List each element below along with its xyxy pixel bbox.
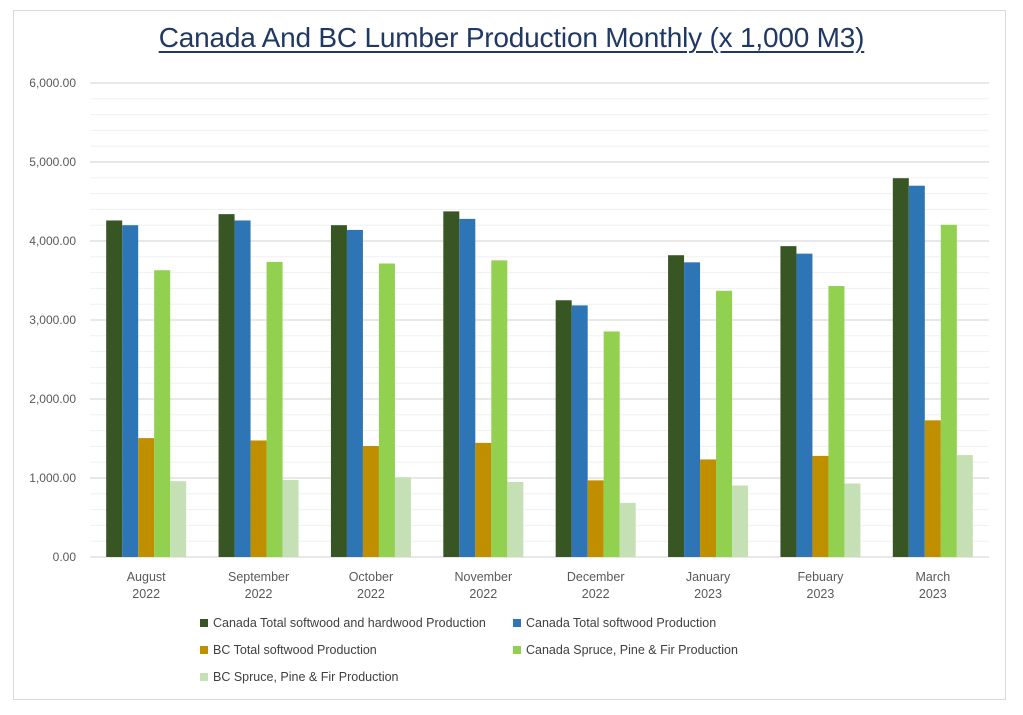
legend-label: Canada Total softwood and hardwood Produ… <box>213 616 486 630</box>
bar <box>828 286 845 557</box>
bar <box>619 502 636 557</box>
chart-title: Canada And BC Lumber Production Monthly … <box>158 22 865 53</box>
bar <box>571 305 588 557</box>
bar <box>170 481 187 557</box>
bar <box>684 262 701 557</box>
bar <box>812 455 829 557</box>
x-tick-label: January <box>686 570 731 584</box>
x-tick-label: 2023 <box>807 587 835 601</box>
bar <box>587 480 604 557</box>
legend-label: Canada Total softwood Production <box>526 616 717 630</box>
x-tick-label: 2023 <box>919 587 947 601</box>
x-tick-label: March <box>915 570 950 584</box>
y-tick-label: 5,000.00 <box>29 155 76 169</box>
bar <box>330 225 347 557</box>
bar <box>266 261 283 557</box>
legend-label: BC Total softwood Production <box>213 643 377 657</box>
x-tick-label: 2022 <box>469 587 497 601</box>
bar <box>362 446 379 557</box>
y-tick-label: 4,000.00 <box>29 234 76 248</box>
bar <box>844 483 861 557</box>
legend-label: Canada Spruce, Pine & Fir Production <box>526 643 738 657</box>
x-tick-label: 2022 <box>245 587 273 601</box>
legend-item: BC Spruce, Pine & Fir Production <box>200 670 399 684</box>
bar <box>700 459 717 557</box>
x-tick-label: 2022 <box>132 587 160 601</box>
bar <box>282 479 299 557</box>
y-tick-label: 6,000.00 <box>29 76 76 90</box>
bar <box>122 225 139 557</box>
legend-label: BC Spruce, Pine & Fir Production <box>213 670 399 684</box>
bar <box>443 211 460 557</box>
bar <box>394 477 411 557</box>
legend-item: Canada Total softwood and hardwood Produ… <box>200 616 486 630</box>
legend-item: Canada Spruce, Pine & Fir Production <box>513 643 738 657</box>
bar <box>940 224 957 557</box>
bar <box>154 270 171 557</box>
bars <box>106 178 973 557</box>
legend-swatch <box>513 646 521 654</box>
x-tick-label: August <box>127 570 166 584</box>
bar <box>250 440 267 557</box>
x-tick-label: December <box>567 570 625 584</box>
legend-item: BC Total softwood Production <box>200 643 377 657</box>
bar <box>956 455 973 557</box>
x-tick-label: November <box>454 570 512 584</box>
y-tick-label: 1,000.00 <box>29 471 76 485</box>
bar <box>732 485 749 557</box>
x-axis-ticks: August 2022 September 2022 October 2022 Novemb… <box>127 570 950 601</box>
x-tick-label: September <box>228 570 289 584</box>
bar <box>892 178 909 557</box>
legend-swatch <box>513 619 521 627</box>
bar <box>459 218 476 557</box>
x-tick-label: Febuary <box>798 570 845 584</box>
bar <box>475 442 492 557</box>
legend-item: Canada Total softwood Production <box>513 616 716 630</box>
bar <box>603 331 620 557</box>
x-tick-label: 2022 <box>357 587 385 601</box>
x-tick-label: 2023 <box>694 587 722 601</box>
bar <box>780 246 797 557</box>
bar <box>491 260 508 557</box>
bar <box>716 290 733 557</box>
bar <box>555 300 572 557</box>
y-axis-ticks: 0.00 1,000.00 2,000.00 3,000.00 4,000.00 5,00… <box>29 76 76 564</box>
bar <box>507 481 524 557</box>
legend-swatch <box>200 673 208 681</box>
bar <box>346 229 363 557</box>
bar <box>378 263 395 557</box>
bar <box>908 185 925 557</box>
bar <box>668 255 685 557</box>
bar <box>106 220 123 557</box>
x-tick-label: October <box>349 570 393 584</box>
y-tick-label: 0.00 <box>53 550 77 564</box>
y-tick-label: 3,000.00 <box>29 313 76 327</box>
bar <box>796 253 813 557</box>
legend-swatch <box>200 619 208 627</box>
bar <box>218 214 235 557</box>
bar <box>234 220 251 557</box>
bar <box>138 438 155 557</box>
bar <box>924 420 941 557</box>
legend-swatch <box>200 646 208 654</box>
x-tick-label: 2022 <box>582 587 610 601</box>
y-tick-label: 2,000.00 <box>29 392 76 406</box>
